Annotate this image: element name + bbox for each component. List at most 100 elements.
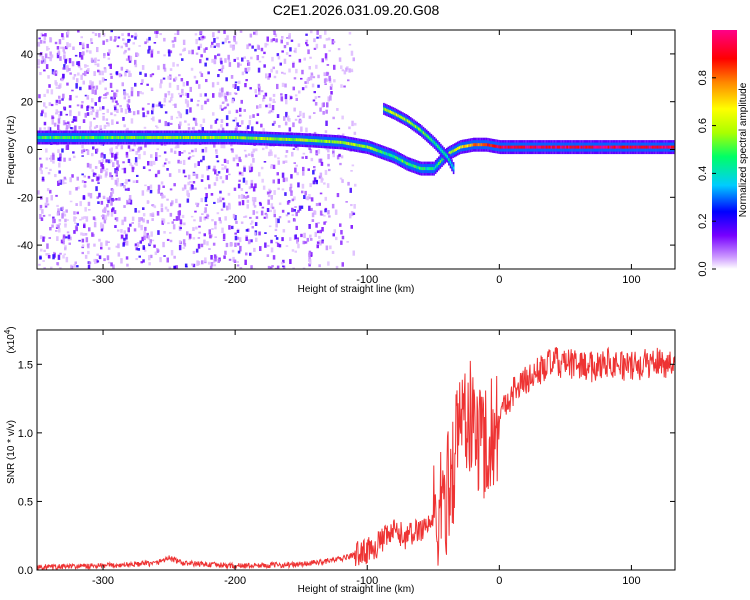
spectrogram-noise-cell — [168, 51, 171, 57]
spectrogram-noise-cell — [135, 163, 138, 166]
spectrogram-noise-cell — [310, 197, 314, 202]
spectrogram-noise-cell — [81, 238, 85, 243]
spectrogram-noise-cell — [350, 68, 354, 72]
spectrogram-noise-cell — [166, 168, 169, 171]
spectrogram-noise-cell — [307, 168, 310, 171]
spectrogram-noise-cell — [284, 121, 288, 126]
spectrogram-noise-cell — [57, 118, 61, 124]
spectrogram-main-track-core — [311, 139, 313, 142]
spectrogram-noise-cell — [166, 198, 169, 201]
spectrogram-noise-cell — [146, 219, 149, 224]
spectrogram-noise-cell — [332, 148, 335, 151]
spectrogram-noise-cell — [259, 104, 262, 109]
spectrogram-noise-cell — [262, 185, 266, 190]
spectrogram-main-track-core — [607, 145, 610, 149]
spectrogram-noise-cell — [265, 104, 268, 108]
spectrogram-noise-cell — [137, 248, 140, 251]
spectrogram-noise-cell — [221, 102, 225, 104]
spectrogram-noise-cell — [275, 38, 278, 43]
spectrogram-noise-cell — [65, 58, 69, 62]
spectrogram-noise-cell — [316, 36, 319, 39]
spectrogram-main-track-core — [220, 136, 223, 139]
spectrogram-noise-cell — [52, 216, 55, 219]
spectrogram-noise-cell — [245, 236, 248, 241]
spectrogram-main-track-core — [569, 145, 572, 149]
spectrogram-noise-cell — [196, 260, 199, 266]
spectrogram-noise-cell — [267, 199, 270, 205]
spectrogram-noise-cell — [137, 91, 140, 97]
spectrogram-noise-cell — [318, 202, 321, 206]
spectrogram-main-track-core — [316, 139, 318, 143]
spectrogram-noise-cell — [188, 50, 191, 55]
spectrogram-noise-cell — [183, 184, 187, 190]
spectrogram-main-track-core — [606, 145, 608, 149]
spectrogram-noise-cell — [310, 238, 313, 241]
spectrogram-noise-cell — [43, 249, 46, 252]
spectrogram-noise-cell — [98, 80, 102, 85]
spectrogram-noise-cell — [257, 67, 261, 73]
spectrogram-noise-cell — [213, 38, 216, 43]
spectrogram-main-track-core — [667, 145, 670, 149]
spectrogram-main-track-core — [165, 136, 167, 139]
spectrogram-noise-cell — [263, 51, 266, 55]
spectrogram-noise-cell — [302, 112, 305, 119]
spectrogram-noise-cell — [120, 66, 124, 71]
spectrogram-noise-cell — [290, 190, 293, 196]
spectrogram-noise-cell — [319, 192, 323, 195]
spectrogram-noise-cell — [173, 78, 176, 82]
spectrogram-main-track-core — [182, 136, 185, 139]
spectrogram-noise-cell — [316, 30, 319, 35]
spectrogram-noise-cell — [43, 69, 46, 72]
spectrogram-main-track-core — [293, 138, 296, 142]
spectrogram-noise-cell — [182, 159, 186, 165]
spectrogram-noise-cell — [191, 49, 194, 55]
spectrogram-noise-cell — [271, 206, 275, 210]
spectrogram-noise-cell — [79, 86, 82, 91]
spectrogram-noise-cell — [140, 217, 143, 221]
spectrogram-noise-cell — [314, 231, 317, 237]
spectrogram-noise-cell — [110, 262, 113, 267]
spectrogram-noise-cell — [214, 55, 217, 60]
spectrogram-main-track-core — [238, 136, 240, 140]
spectrogram-noise-cell — [318, 235, 321, 239]
spectrogram-noise-cell — [252, 148, 255, 153]
spectrogram-noise-cell — [189, 86, 192, 92]
spectrogram-noise-cell — [278, 125, 281, 128]
spectrogram-secondary-track-core — [446, 155, 449, 159]
spectrogram-noise-cell — [234, 127, 238, 133]
spectrogram-secondary-track-core — [422, 131, 425, 135]
spectrogram-noise-cell — [317, 222, 320, 224]
spectrogram-noise-cell — [123, 230, 126, 234]
spectrogram-noise-cell — [61, 213, 64, 219]
spectrogram-noise-cell — [129, 148, 132, 152]
spectrogram-noise-cell — [258, 201, 262, 205]
spectrogram-noise-cell — [104, 68, 107, 73]
spectrogram-noise-cell — [302, 170, 305, 176]
spectrogram-main-track-core — [533, 145, 535, 149]
spectrogram-noise-cell — [74, 222, 77, 224]
spectrogram-noise-cell — [300, 233, 303, 238]
snr-x-tick-label: -200 — [224, 575, 246, 587]
spectrogram-noise-cell — [179, 219, 183, 224]
spectrogram-noise-cell — [84, 207, 87, 212]
spectrogram-noise-cell — [219, 196, 222, 200]
spectrogram-noise-cell — [57, 149, 60, 153]
spectrogram-noise-cell — [326, 183, 330, 188]
spectrogram-noise-cell — [240, 99, 243, 104]
spectrogram-noise-cell — [87, 243, 90, 249]
spectrogram-noise-cell — [325, 38, 329, 41]
spectrogram-noise-cell — [72, 46, 75, 50]
spectrogram-secondary-track-core — [406, 119, 409, 123]
spectrogram-main-track-core — [422, 167, 424, 171]
spectrogram-noise-cell — [103, 258, 106, 262]
spectrogram-noise-cell — [151, 218, 154, 221]
spectrogram-main-track-core — [542, 145, 545, 149]
spectrogram-noise-cell — [211, 58, 214, 63]
spectrogram-noise-cell — [120, 108, 123, 113]
spectrogram-noise-cell — [223, 107, 226, 110]
spectrogram-noise-cell — [224, 250, 227, 255]
spectrogram-noise-cell — [203, 233, 206, 237]
spectrogram-noise-cell — [110, 200, 113, 206]
spectrogram-noise-cell — [188, 152, 191, 155]
